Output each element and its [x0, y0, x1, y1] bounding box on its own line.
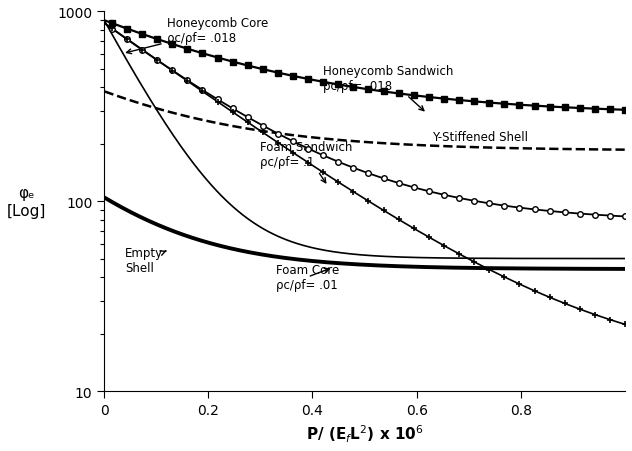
- Y-axis label: φₑ
[Log]: φₑ [Log]: [7, 186, 46, 218]
- Text: Foam Core
ρc/ρf= .01: Foam Core ρc/ρf= .01: [276, 263, 339, 291]
- Text: Empty
Shell: Empty Shell: [125, 246, 166, 274]
- Text: Honeycomb Sandwich
ρc/ρf= .018: Honeycomb Sandwich ρc/ρf= .018: [323, 65, 453, 111]
- Text: Foam Sandwich
ρc/ρf= .1: Foam Sandwich ρc/ρf= .1: [260, 141, 353, 183]
- Text: Y-Stiffened Shell: Y-Stiffened Shell: [432, 130, 528, 143]
- Text: Honeycomb Core
ρc/ρf= .018: Honeycomb Core ρc/ρf= .018: [126, 17, 268, 55]
- X-axis label: P/ (E$_f$L$^2$) x 10$^6$: P/ (E$_f$L$^2$) x 10$^6$: [306, 423, 423, 444]
